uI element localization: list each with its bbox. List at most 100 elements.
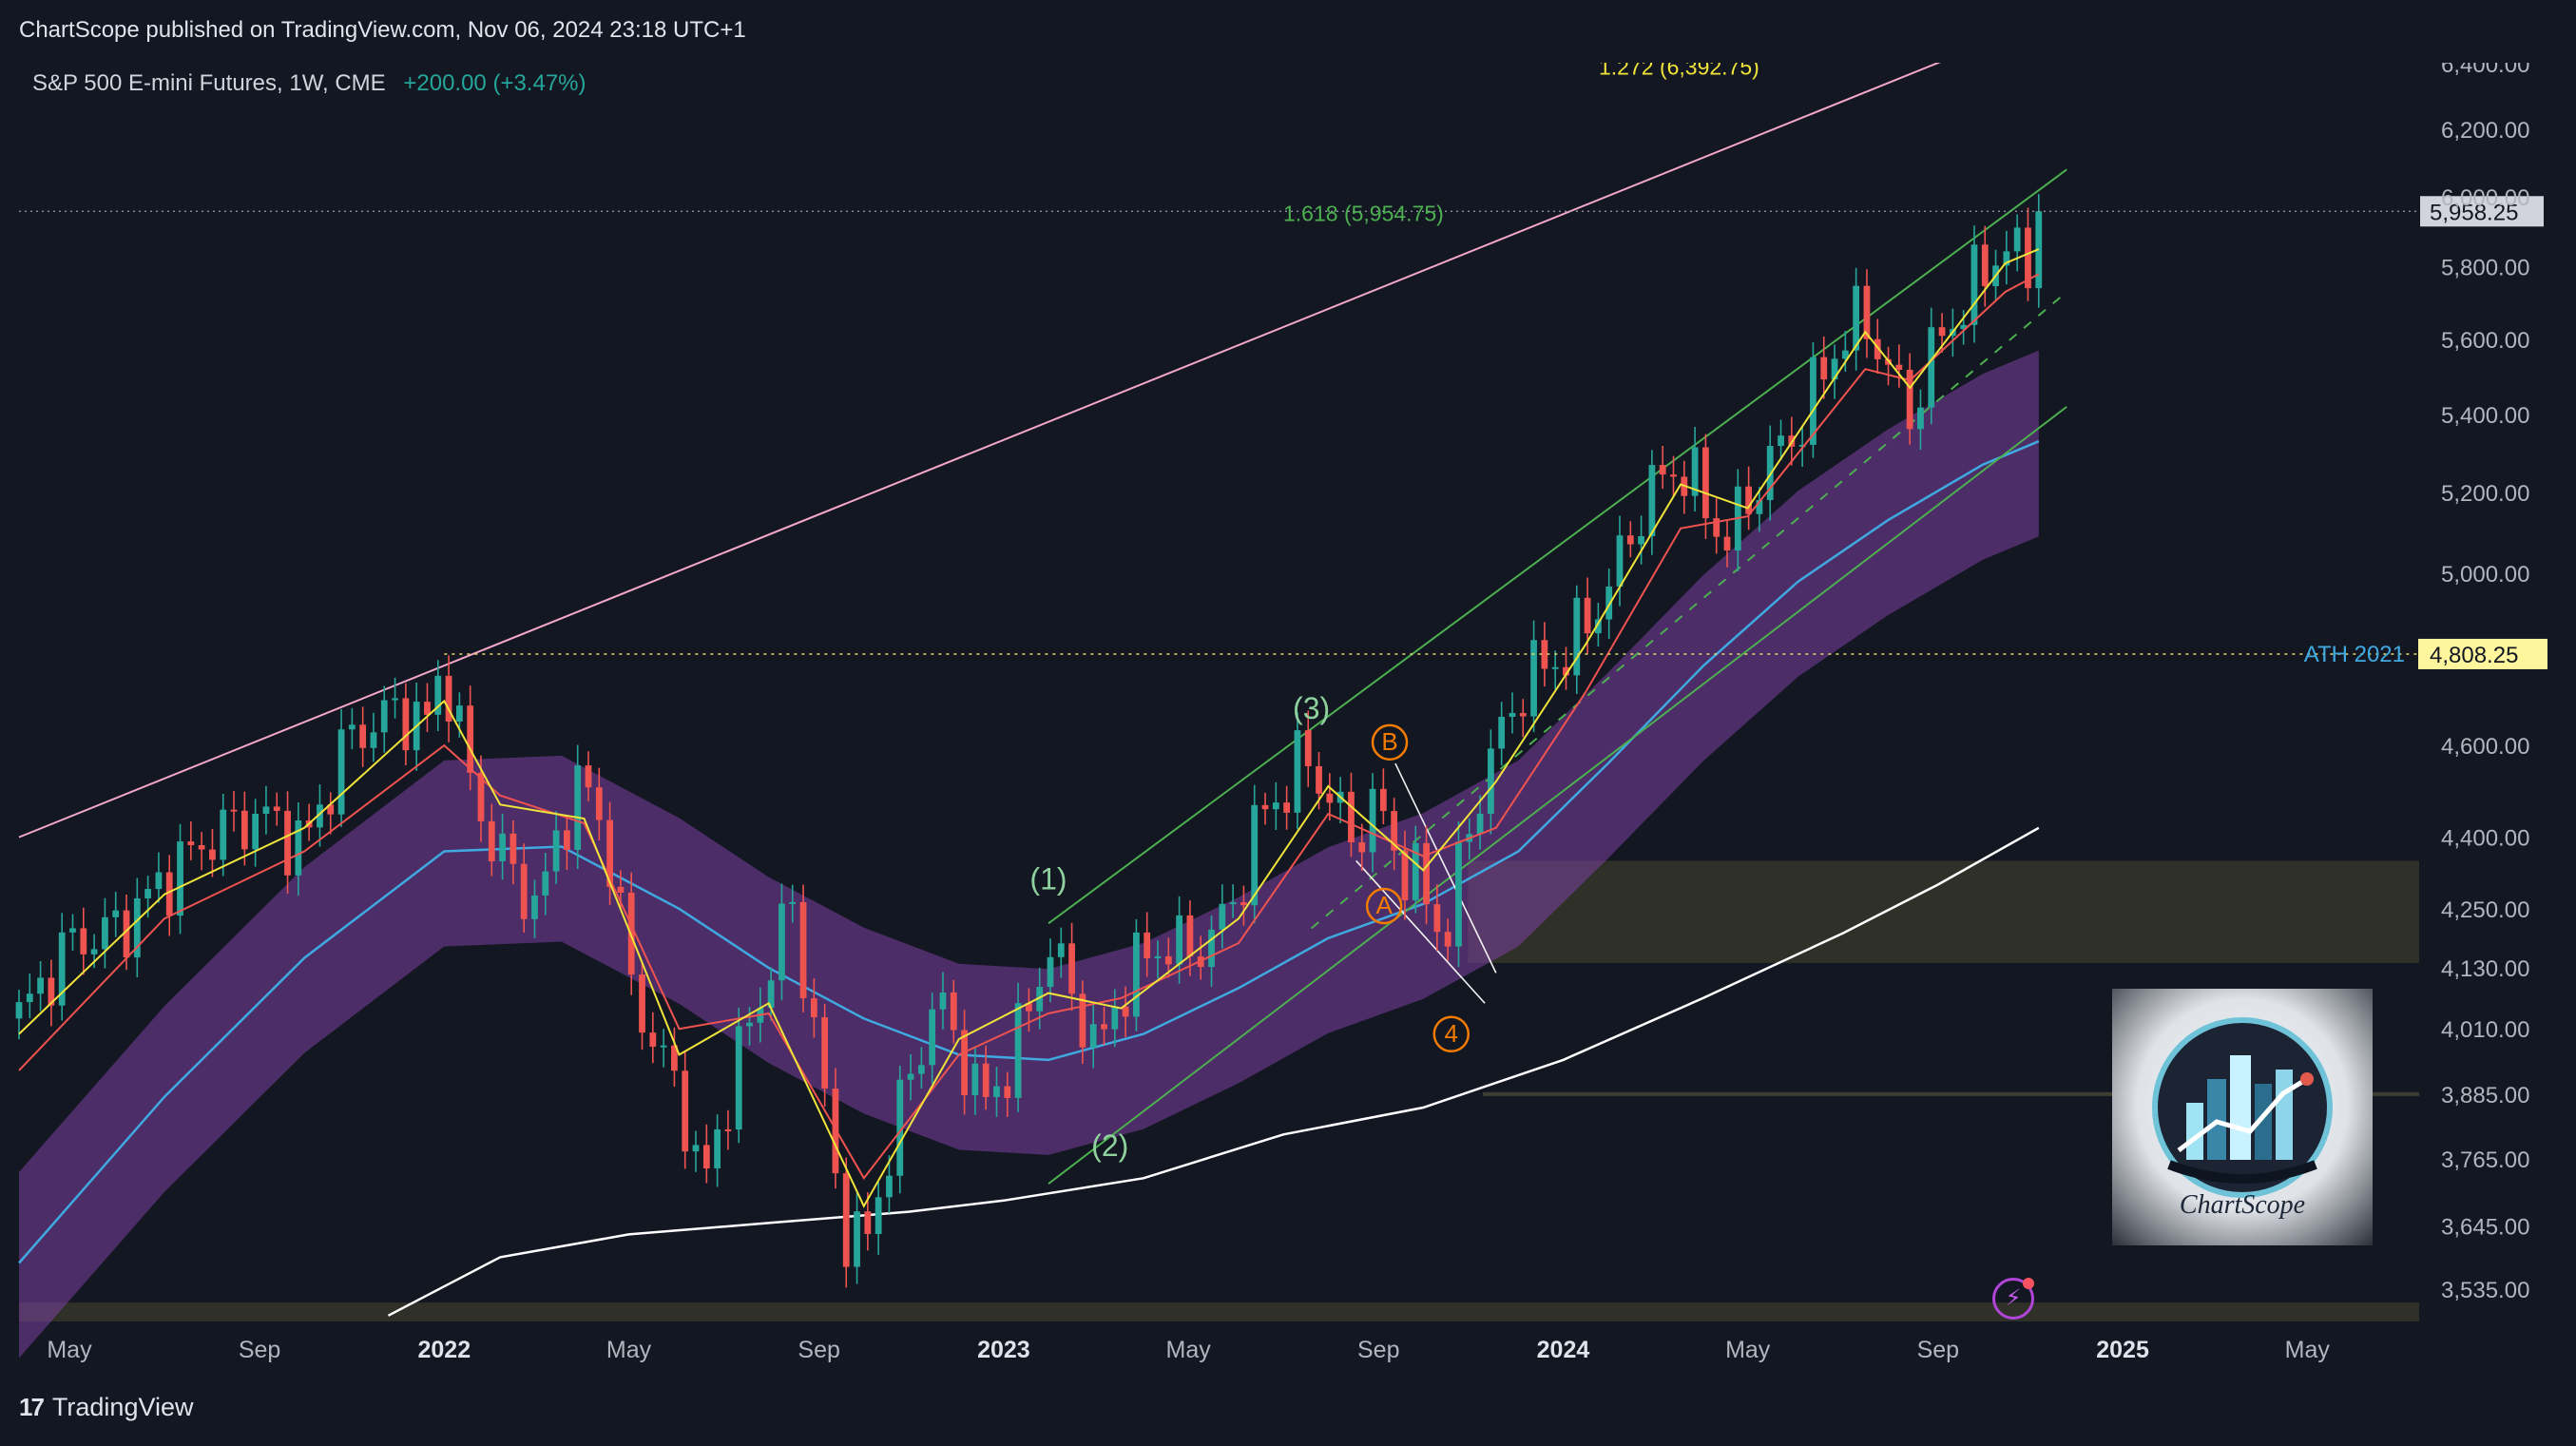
time-tick-label: Sep <box>798 1337 839 1363</box>
candle <box>1778 419 1784 461</box>
wave-label-(2): (2) <box>1091 1128 1128 1163</box>
candle-body <box>542 871 549 896</box>
candle <box>950 979 957 1044</box>
candle-body <box>1111 1006 1119 1030</box>
candle <box>209 829 216 877</box>
candle <box>1476 795 1484 850</box>
time-tick-label: May <box>606 1337 652 1363</box>
candle-body <box>1229 902 1237 905</box>
symbol-legend[interactable]: S&P 500 E-mini Futures, 1W, CME +200.00 … <box>32 70 586 97</box>
candle <box>1261 792 1269 825</box>
candle <box>1014 982 1022 1112</box>
candle <box>714 1114 721 1187</box>
candle-body <box>1133 932 1140 1017</box>
candle <box>821 1004 829 1108</box>
candle <box>1186 900 1194 976</box>
candle <box>1928 307 1935 425</box>
candle <box>639 962 645 1051</box>
candle-body <box>982 1063 990 1097</box>
candle <box>177 823 183 935</box>
candle <box>1626 521 1634 558</box>
candle-body <box>1702 447 1709 519</box>
candle <box>1981 225 1989 307</box>
candle <box>842 1157 850 1288</box>
chartscope-watermark: ChartScope <box>2112 989 2373 1245</box>
candle <box>112 892 120 937</box>
candle-body <box>1938 327 1946 337</box>
candle-body <box>1101 1024 1107 1030</box>
candle-body <box>15 1002 23 1019</box>
candle-body <box>1047 956 1054 988</box>
candle <box>1144 912 1151 977</box>
candle <box>1208 916 1215 988</box>
candle <box>348 707 356 750</box>
candle-body <box>230 809 238 812</box>
candle <box>724 1109 732 1150</box>
candle <box>133 877 141 978</box>
candle <box>1079 980 1086 1065</box>
time-tick-label: 2022 <box>418 1337 471 1363</box>
candle-body <box>165 872 173 916</box>
candle <box>69 914 76 952</box>
candle-body <box>1573 597 1581 676</box>
candle-body <box>445 675 452 722</box>
candle-body <box>1219 903 1226 930</box>
candle <box>779 883 785 1001</box>
candle-body <box>682 1070 689 1152</box>
candle-body <box>1251 804 1259 906</box>
candle <box>273 792 280 826</box>
candle <box>1960 310 1968 345</box>
ema-fast-line <box>18 248 2040 1208</box>
candle <box>564 815 570 870</box>
candle-body <box>499 833 506 861</box>
price-tick-label: 4,010.00 <box>2441 1017 2529 1043</box>
symbol-name[interactable]: S&P 500 E-mini Futures, 1W, CME <box>32 70 386 96</box>
candle-body <box>1810 357 1817 445</box>
ath-label: ATH 2021 <box>2304 642 2405 667</box>
candle <box>574 744 582 870</box>
basis-line <box>18 440 2040 1264</box>
candle-body <box>1970 244 1978 325</box>
candle <box>1004 1071 1011 1117</box>
candle <box>939 972 947 1030</box>
candle-body <box>1906 369 1913 430</box>
candle-body <box>37 977 44 994</box>
candle <box>1401 830 1409 920</box>
last-price-label: 5,958.25 <box>2430 200 2518 225</box>
candle-body <box>252 813 260 850</box>
candle <box>896 1065 904 1194</box>
candle <box>1455 820 1462 968</box>
candle-body <box>950 992 957 1031</box>
time-tick-label: 2023 <box>977 1337 1030 1363</box>
candle-body <box>1863 285 1871 339</box>
candle-body <box>1348 791 1355 842</box>
candle-body <box>1820 357 1828 380</box>
candle-body <box>133 897 141 958</box>
candle <box>767 967 775 1021</box>
candle <box>317 784 323 847</box>
support-zone-1 <box>19 1302 2419 1321</box>
candle-body <box>1895 364 1903 370</box>
candle-body <box>80 928 87 954</box>
candle-body <box>886 1175 893 1198</box>
candle-body <box>327 804 335 815</box>
candle <box>1798 425 1806 468</box>
candle-body <box>993 1086 1000 1097</box>
candles-group <box>15 194 2043 1288</box>
publisher-bar: ChartScope published on TradingView.com,… <box>0 0 2576 63</box>
price-tick-label: 5,200.00 <box>2441 481 2529 507</box>
candle <box>1379 768 1387 825</box>
candle <box>284 791 291 895</box>
candle-body <box>1401 850 1409 900</box>
candle-body <box>90 949 98 954</box>
candle-body <box>273 806 280 811</box>
candle-body <box>1326 793 1334 803</box>
candle-body <box>735 1026 742 1130</box>
candle <box>220 794 227 877</box>
candle-body <box>1444 932 1451 947</box>
candle-body <box>1616 535 1624 587</box>
tradingview-brand[interactable]: 17 TradingView <box>19 1393 194 1422</box>
lightning-bolt-icon[interactable]: ⚡ <box>1992 1278 2034 1320</box>
